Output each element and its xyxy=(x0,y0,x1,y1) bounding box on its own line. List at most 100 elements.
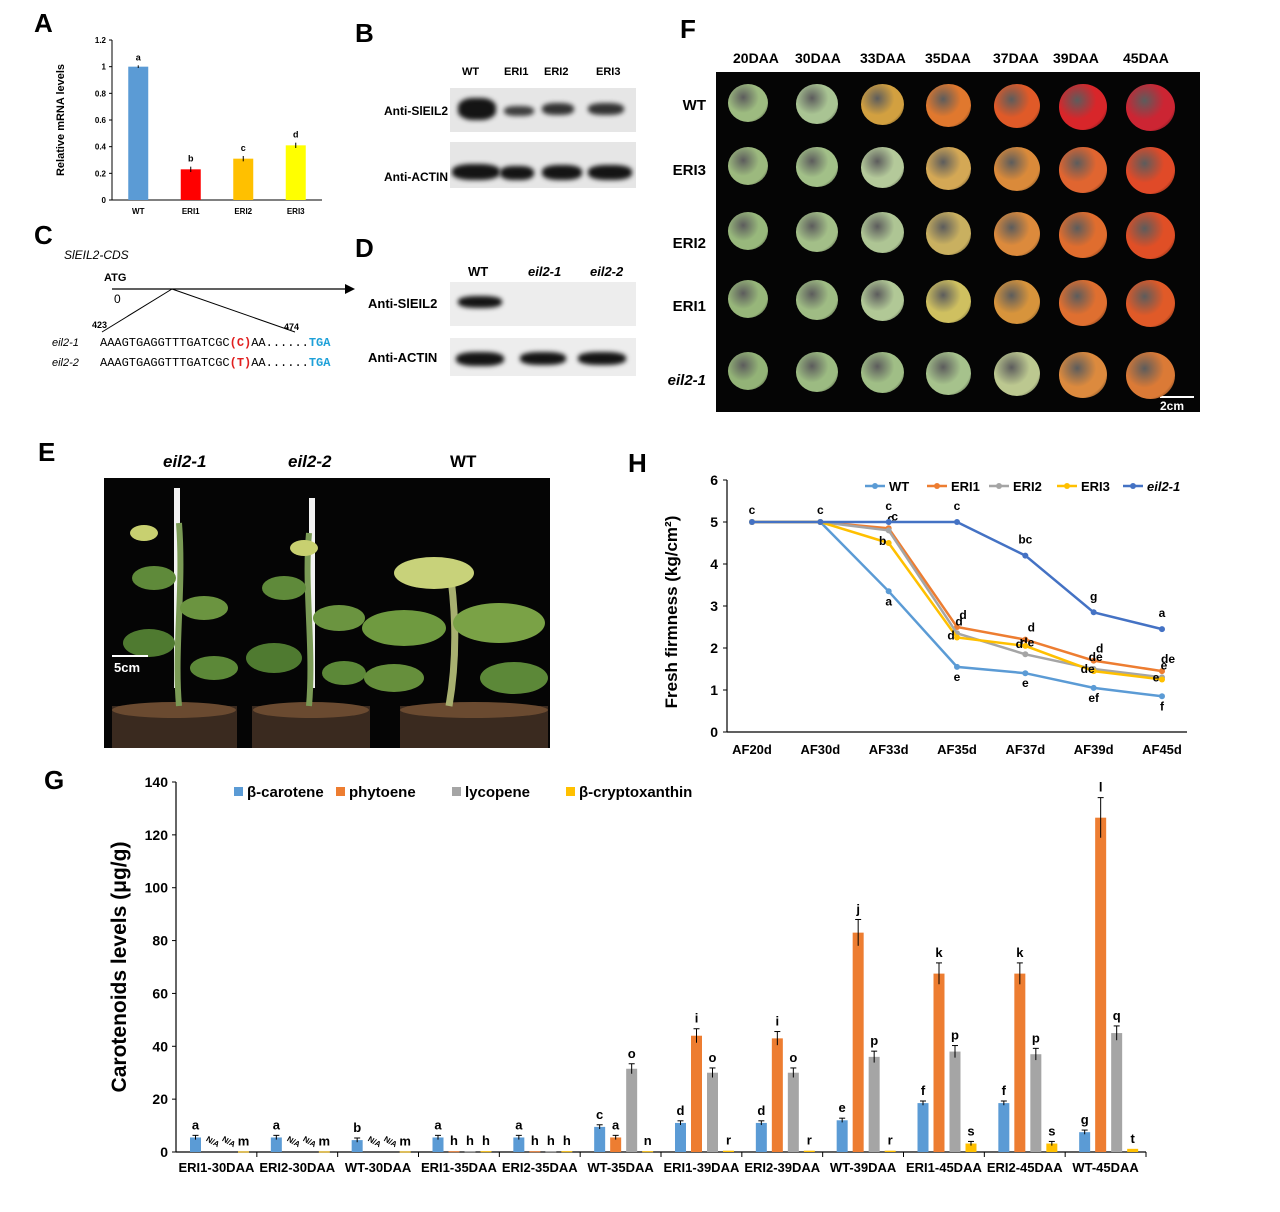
legend-swatch xyxy=(234,787,243,796)
blot-d-row-sleil2: Anti-SlEIL2 xyxy=(368,296,438,311)
bar-β-carotene-WT-35DAA xyxy=(594,1126,606,1152)
sig-letter: h xyxy=(482,1133,490,1148)
x-tick-label: AF33d xyxy=(869,742,909,757)
sig-letter: p xyxy=(870,1033,878,1048)
position-zero: 0 xyxy=(114,292,121,306)
bar-β-cryptoxanthin-ERI2-35DAA xyxy=(561,1151,573,1153)
y-tick-label: 40 xyxy=(152,1038,168,1054)
data-point xyxy=(954,663,960,670)
data-point xyxy=(817,519,824,525)
sig-letter: N/A xyxy=(285,1134,302,1149)
sig-letter: d xyxy=(1016,637,1023,651)
blot-b-col-eri1: ERI1 xyxy=(504,66,529,78)
bar-β-cryptoxanthin-WT-35DAA xyxy=(642,1151,654,1153)
seq-stop-codon: TGA xyxy=(308,336,331,350)
seq-row-eil2-2: eil2-2 AAAGTGAGGTTTGATCGC(T)AA......TGA xyxy=(52,356,330,370)
sig-letter: c xyxy=(241,143,246,153)
cds-arrow-diagram xyxy=(101,284,355,333)
sig-letter: N/A xyxy=(366,1134,383,1149)
bar-phytoene-WT-45DAA xyxy=(1095,817,1107,1152)
legend-label: WT xyxy=(889,479,909,494)
chart-a-mrna-levels: 0 0.2 0.4 0.6 0.8 1 1.2 a WT b ERI1 c ERI2 d ERI3 Relat… xyxy=(55,36,322,216)
sig-letter: s xyxy=(967,1123,974,1138)
sig-letter: d xyxy=(955,614,962,628)
bar-ERI1 xyxy=(180,169,201,200)
seq-row-eil2-1: eil2-1 AAAGTGAGGTTTGATCGC(C)AA......TGA xyxy=(52,336,330,350)
sig-letter: q xyxy=(1113,1008,1121,1023)
sig-letter: o xyxy=(709,1050,717,1065)
fruit-WT-35DAA xyxy=(926,84,971,127)
plants-drawing xyxy=(112,488,548,748)
seq-name: eil2-2 xyxy=(52,357,79,369)
panel-label-g: G xyxy=(44,765,65,795)
fruit-col-label: 30DAA xyxy=(795,50,841,66)
x-tick-label: ERI2-35DAA xyxy=(502,1160,578,1175)
blot-d-col-wt: WT xyxy=(468,264,489,279)
x-tick-label: AF45d xyxy=(1142,742,1182,757)
y-tick-label: 4 xyxy=(710,556,718,572)
chart-g-carotenoids: 0 20 40 60 80 100 120 140 Carotenoids levels (μg… xyxy=(108,774,1147,1175)
legend-label: ERI3 xyxy=(1081,479,1110,494)
x-tick-label: ERI1-45DAA xyxy=(906,1160,982,1175)
sig-letter: a xyxy=(612,1117,620,1132)
legend-swatch xyxy=(452,787,461,796)
plant-title-eil2-2: eil2-2 xyxy=(288,452,332,471)
bar-phytoene-ERI1-35DAA xyxy=(448,1151,460,1153)
data-point xyxy=(885,540,892,546)
bar-lycopene-WT-39DAA xyxy=(868,1056,880,1152)
sig-letter: f xyxy=(1160,699,1165,713)
sig-letter: e xyxy=(1161,658,1168,672)
y-tick-label: 1 xyxy=(710,682,718,698)
fruit-row-label: eil2-1 xyxy=(667,372,706,389)
x-tick-label: ERI2 xyxy=(234,207,252,216)
sig-letter: a xyxy=(192,1117,200,1132)
bar-phytoene-ERI2-45DAA xyxy=(1014,973,1026,1152)
y-tick-label: 60 xyxy=(152,985,168,1001)
sig-letter: t xyxy=(1130,1131,1135,1146)
sig-letter: j xyxy=(855,901,860,916)
blot-b-strip-sleil2 xyxy=(450,88,636,132)
fruit-ERI1-45DAA xyxy=(1126,280,1175,327)
bar-phytoene-WT-35DAA xyxy=(610,1137,622,1152)
bar-β-cryptoxanthin-WT-30DAA xyxy=(399,1151,411,1153)
fruit-WT-30DAA xyxy=(796,84,838,124)
blot-b-row-actin: Anti-ACTIN xyxy=(384,170,448,184)
fruit-WT-39DAA xyxy=(1059,84,1107,130)
seq-prefix: AAAGTGAGGTTTGATCGC xyxy=(100,356,230,370)
y-tick-label: 0.2 xyxy=(95,169,107,178)
fruit-eil2-1-20DAA xyxy=(728,352,768,390)
x-tick-label: ERI1 xyxy=(182,207,200,216)
x-tick-label: AF37d xyxy=(1005,742,1045,757)
bar-phytoene-WT-39DAA xyxy=(852,932,864,1152)
sig-letter: a xyxy=(515,1117,523,1132)
x-tick-label: ERI1-39DAA xyxy=(663,1160,739,1175)
fruit-ERI1-30DAA xyxy=(796,280,838,320)
seq-prefix: AAAGTGAGGTTTGATCGC xyxy=(100,336,230,350)
bar-lycopene-ERI1-45DAA xyxy=(949,1051,961,1152)
x-tick-label: WT xyxy=(132,207,145,216)
legend-marker xyxy=(1130,483,1136,489)
data-point xyxy=(1090,609,1097,616)
data-point xyxy=(1022,552,1029,559)
bar-β-carotene-ERI1-45DAA xyxy=(917,1103,929,1152)
seq-stop-codon: TGA xyxy=(308,356,331,370)
fruit-row-label: ERI1 xyxy=(672,298,706,315)
data-point xyxy=(885,519,892,525)
sig-letter: r xyxy=(888,1133,893,1148)
sig-letter: n xyxy=(644,1133,652,1148)
fruit-ERI1-20DAA xyxy=(728,280,768,318)
blot-d-strip-actin xyxy=(450,338,636,376)
bar-β-carotene-WT-39DAA xyxy=(836,1120,848,1152)
atg-label: ATG xyxy=(104,272,127,284)
sig-letter: a xyxy=(1159,606,1166,620)
blot-b-row-sleil2: Anti-SlEIL2 xyxy=(384,104,449,118)
fruit-eil2-1-30DAA xyxy=(796,352,838,392)
bar-ERI2 xyxy=(233,158,254,200)
bar-β-carotene-WT-45DAA xyxy=(1079,1132,1091,1152)
sig-letter: p xyxy=(1032,1030,1040,1045)
bar-β-carotene-WT-30DAA xyxy=(351,1140,363,1152)
bar-β-carotene-ERI2-35DAA xyxy=(513,1137,525,1152)
position-474: 474 xyxy=(284,322,300,332)
sig-letter: d xyxy=(959,608,966,622)
blot-b-col-eri3: ERI3 xyxy=(596,66,621,78)
